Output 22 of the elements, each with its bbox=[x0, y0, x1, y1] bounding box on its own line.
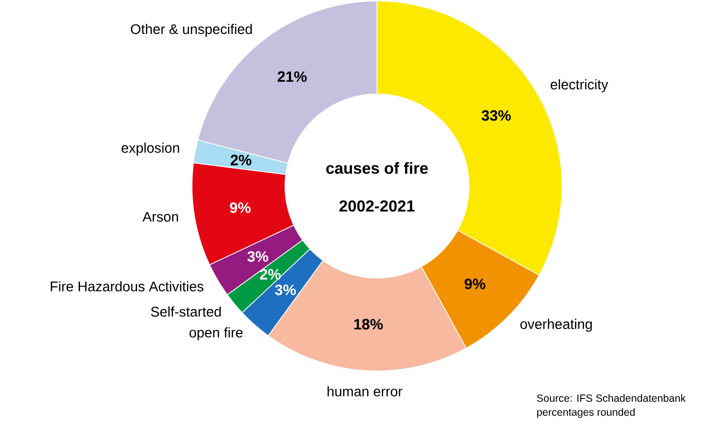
text: 2002-2021 bbox=[339, 200, 415, 212]
data-label: 2% bbox=[260, 269, 281, 280]
data-label: 3% bbox=[274, 284, 296, 296]
slice-label: Self-started bbox=[151, 306, 221, 317]
data-label: 9% bbox=[230, 202, 251, 213]
slice-label: Arson bbox=[142, 212, 178, 222]
slice-label: explosion bbox=[122, 142, 180, 156]
data-label: 3% bbox=[247, 251, 268, 262]
data-label: 21% bbox=[278, 71, 307, 82]
slice-label: overheating bbox=[520, 318, 592, 332]
source-note: Source: IFS Schadendatenbank bbox=[536, 394, 686, 402]
slice-label: open fire bbox=[190, 327, 243, 340]
slice-label: Other & unspecified bbox=[130, 24, 252, 37]
slice-label: human error bbox=[328, 386, 402, 396]
data-label: 9% bbox=[464, 278, 486, 290]
data-label: 33% bbox=[482, 110, 511, 121]
slice-label: Fire Hazardous Activities bbox=[50, 281, 204, 292]
slice-label: electricity bbox=[550, 79, 608, 92]
data-label: 18% bbox=[354, 318, 383, 330]
text: percentages rounded bbox=[537, 408, 635, 418]
data-label: 2% bbox=[230, 154, 252, 166]
text: causes of fire bbox=[326, 162, 428, 174]
